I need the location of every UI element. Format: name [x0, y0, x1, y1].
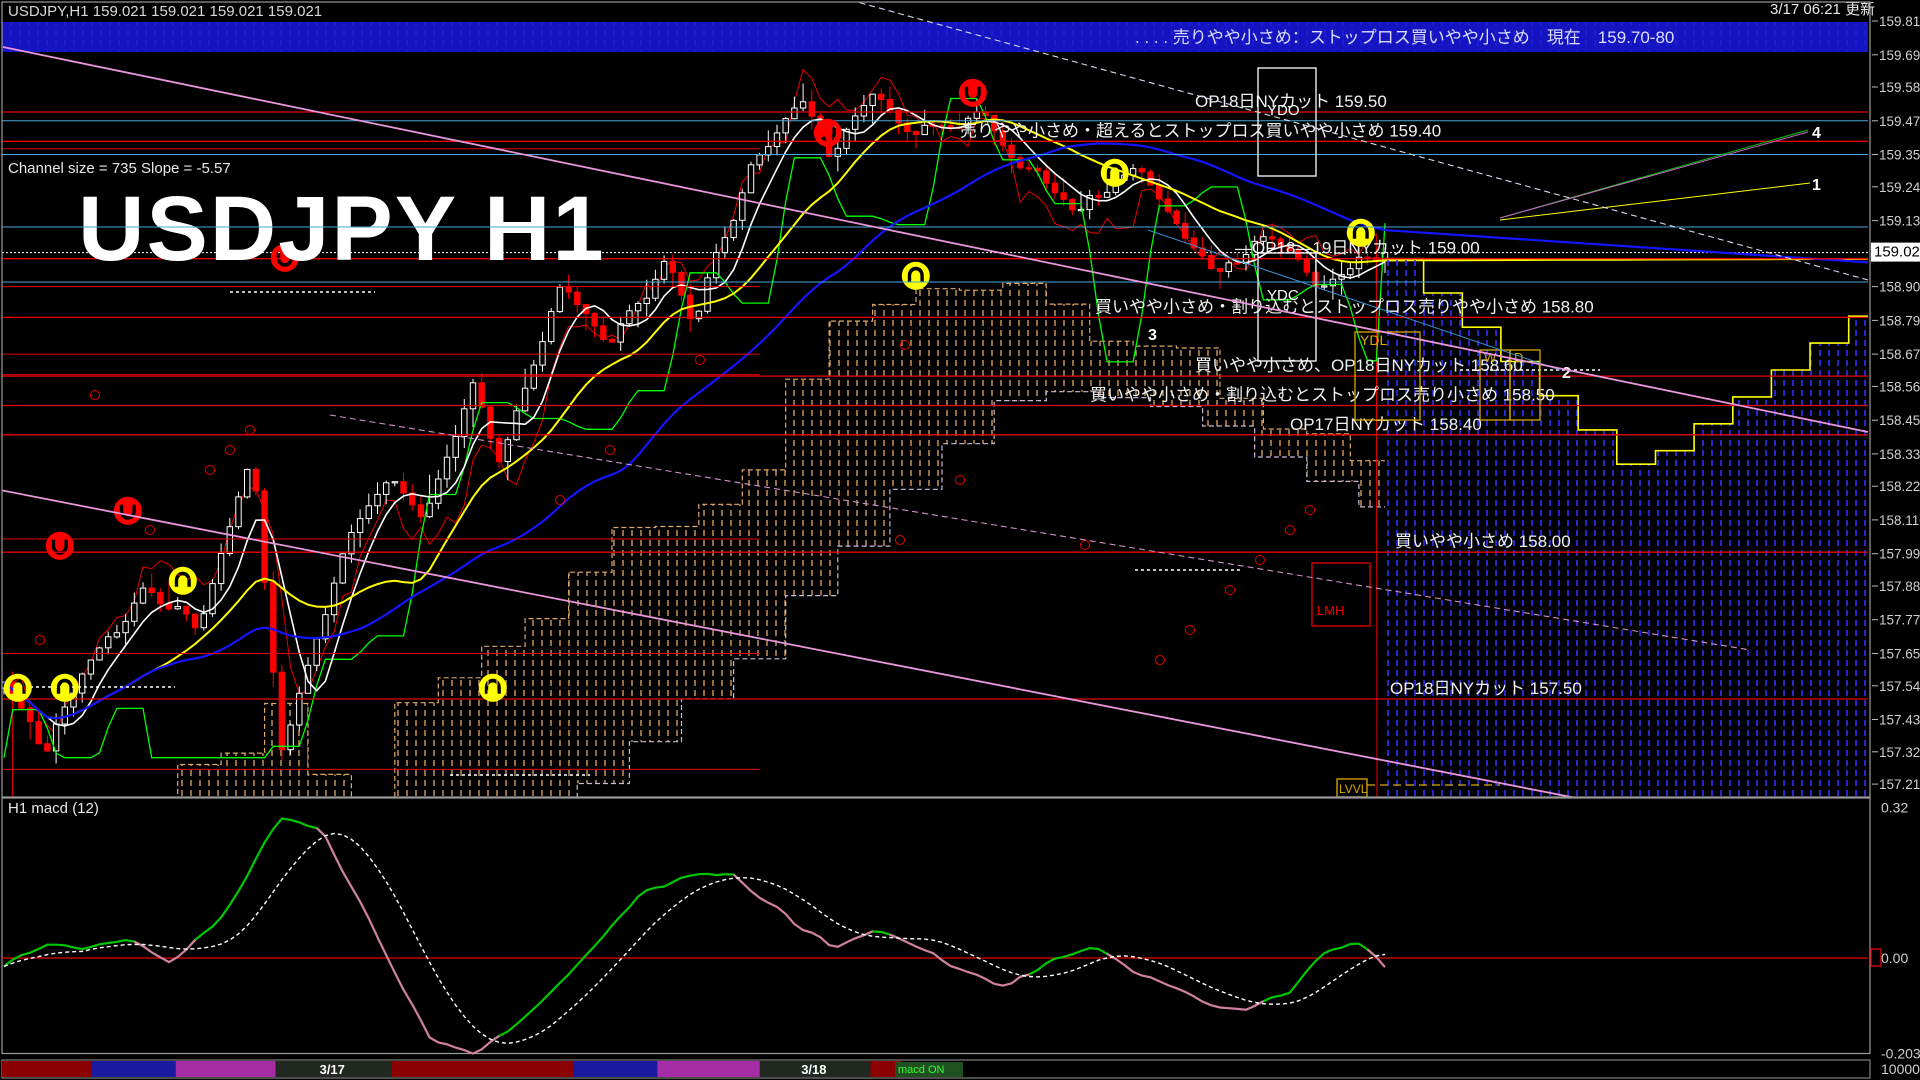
svg-text:157.770: 157.770: [1879, 613, 1920, 628]
svg-text:USDJPY,H1 159.021 159.021 159: USDJPY,H1 159.021 159.021 159.021 159.02…: [8, 3, 322, 20]
svg-text:3: 3: [1148, 327, 1157, 344]
svg-text:158.565: 158.565: [1879, 379, 1920, 394]
svg-text:買いやや小さめ、OP18日NYカット 158.60: 買いやや小さめ、OP18日NYカット 158.60: [1195, 356, 1523, 375]
svg-text:. . . . 売りやや小さめ：ストップロス買いやや小さめ: . . . . 売りやや小さめ：ストップロス買いやや小さめ 現在 159.70-…: [1135, 28, 1674, 47]
svg-text:Channel size = 735 Slope = -5.: Channel size = 735 Slope = -5.57: [8, 160, 231, 177]
svg-text:買いやや小さめ・割り込むとストップロス売り小さめ 158.5: 買いやや小さめ・割り込むとストップロス売り小さめ 158.50: [1090, 386, 1555, 405]
svg-text:157.885: 157.885: [1879, 579, 1920, 594]
svg-text:157.995: 157.995: [1879, 547, 1920, 562]
svg-text:OP18日NYカット 157.50: OP18日NYカット 157.50: [1390, 679, 1582, 698]
svg-text:2: 2: [1562, 365, 1571, 382]
svg-text:1: 1: [1812, 177, 1821, 194]
svg-text:YDL: YDL: [1360, 332, 1387, 348]
svg-text:YDO: YDO: [1267, 102, 1300, 119]
svg-text:158.790: 158.790: [1879, 313, 1920, 328]
svg-text:3/18: 3/18: [801, 1062, 826, 1077]
svg-text:158.675: 158.675: [1879, 347, 1920, 362]
svg-text:158.905: 158.905: [1879, 280, 1920, 295]
svg-text:159.810: 159.810: [1879, 14, 1920, 29]
svg-text:159.585: 159.585: [1879, 80, 1920, 95]
svg-text:158.335: 158.335: [1879, 447, 1920, 462]
svg-text:LVVL: LVVL: [1339, 782, 1368, 796]
svg-text:159.355: 159.355: [1879, 148, 1920, 163]
svg-text:0.00: 0.00: [1881, 950, 1908, 966]
svg-text:3/17 06:21 更新: 3/17 06:21 更新: [1770, 1, 1875, 18]
svg-text:158.450: 158.450: [1879, 413, 1920, 428]
svg-text:159.470: 159.470: [1879, 114, 1920, 129]
svg-text:買いやや小さめ 158.00: 買いやや小さめ 158.00: [1395, 532, 1571, 551]
svg-text:YDC: YDC: [1267, 287, 1299, 304]
svg-text:OP17日NYカット 158.40: OP17日NYカット 158.40: [1290, 415, 1482, 434]
svg-text:10000: 10000: [1881, 1061, 1920, 1077]
svg-text:LMH: LMH: [1317, 603, 1344, 618]
svg-text:157.545: 157.545: [1879, 679, 1920, 694]
svg-text:macd ON: macd ON: [898, 1064, 945, 1076]
svg-text:0.32: 0.32: [1881, 800, 1908, 816]
svg-text:158.225: 158.225: [1879, 479, 1920, 494]
svg-text:159.021: 159.021: [1874, 244, 1920, 261]
svg-text:3/17: 3/17: [320, 1062, 345, 1077]
svg-text:157.430: 157.430: [1879, 713, 1920, 728]
svg-text:USDJPY H1: USDJPY H1: [78, 178, 606, 280]
svg-text:157.210: 157.210: [1879, 777, 1920, 792]
svg-text:買いやや小さめ・割り込むとストップロス売りやや小さめ 158: 買いやや小さめ・割り込むとストップロス売りやや小さめ 158.80: [1095, 297, 1594, 316]
svg-text:4: 4: [1812, 125, 1821, 142]
svg-text:157.320: 157.320: [1879, 745, 1920, 760]
svg-text:売りやや小さめ・超えるとストップロス買いやや小さめ 159.: 売りやや小さめ・超えるとストップロス買いやや小さめ 159.40: [960, 121, 1441, 140]
svg-text:159.130: 159.130: [1879, 214, 1920, 229]
svg-text:159.245: 159.245: [1879, 180, 1920, 195]
svg-text:H1 macd (12): H1 macd (12): [8, 800, 99, 817]
svg-text:-0.203: -0.203: [1881, 1046, 1920, 1062]
svg-text:159.695: 159.695: [1879, 48, 1920, 63]
svg-text:158.110: 158.110: [1879, 513, 1920, 528]
svg-text:157.655: 157.655: [1879, 647, 1920, 662]
